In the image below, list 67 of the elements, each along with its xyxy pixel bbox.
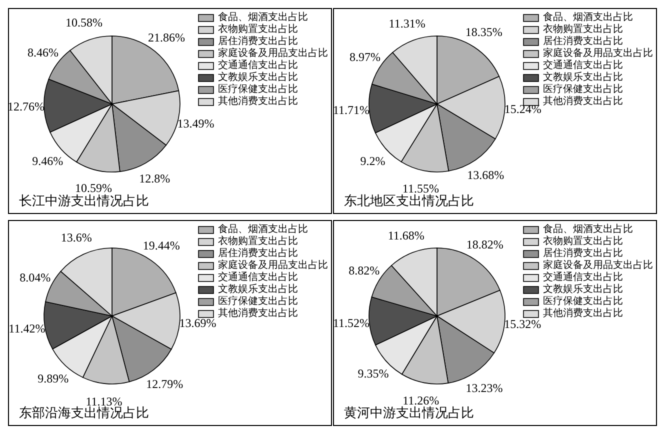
legend-label: 家庭设备及用品支出占比 (218, 260, 328, 272)
data-label: 18.35% (465, 24, 502, 39)
data-label: 10.58% (65, 16, 102, 30)
data-label: 12.79% (146, 377, 184, 392)
data-label: 9.2% (360, 154, 386, 168)
legend-label: 交通通信支出占比 (543, 60, 623, 72)
legend-label: 医疗保健支出占比 (218, 296, 298, 308)
data-label: 19.44% (142, 238, 180, 253)
legend-label: 衣物购置支出占比 (543, 24, 623, 36)
text: 东部沿海支出情况占比 (19, 406, 149, 422)
legend-label: 衣物购置支出占比 (218, 236, 298, 248)
legend-label: 医疗保健支出占比 (218, 84, 298, 96)
data-label: 15.32% (504, 316, 542, 331)
text: 黄河中游支出情况占比 (344, 405, 474, 422)
data-label: 13.69% (179, 316, 216, 330)
legend-label: 居住消费支出占比 (218, 248, 298, 260)
legend-label: 其他消费支出占比 (218, 96, 298, 108)
data-label: 9.46% (32, 154, 64, 168)
data-label: 11.31% (388, 16, 426, 30)
legend-label: 文教娱乐支出占比 (543, 284, 623, 296)
text: 东北地区支出情况占比 (344, 193, 474, 210)
legend-label: 其他消费支出占比 (543, 96, 623, 108)
data-label: 8.82% (348, 263, 380, 278)
data-label: 11.52% (332, 316, 370, 330)
legend-label: 文教娱乐支出占比 (218, 284, 298, 296)
legend-label: 家庭设备及用品支出占比 (543, 260, 653, 272)
legend-label: 家庭设备及用品支出占比 (218, 48, 328, 60)
data-label: 18.82% (466, 238, 504, 252)
data-label: 11.26% (402, 393, 440, 408)
legend-label: 衣物购置支出占比 (218, 24, 298, 36)
legend-label: 食品、烟酒支出占比 (218, 12, 308, 24)
data-label: 10.59% (75, 180, 112, 195)
data-label: 15.24% (504, 102, 542, 116)
legend-label: 医疗保健支出占比 (543, 84, 623, 96)
data-label: 8.04% (20, 270, 51, 285)
legend-label: 食品、烟酒支出占比 (218, 224, 308, 236)
legend-label: 居住消费支出占比 (218, 36, 298, 48)
data-label: 11.71% (332, 103, 370, 118)
data-label: 12.76% (8, 99, 45, 114)
legend-label: 居住消费支出占比 (543, 248, 623, 260)
data-label: 12.8% (139, 172, 170, 186)
legend-label: 衣物购置支出占比 (543, 236, 623, 248)
legend-label: 家庭设备及用品支出占比 (543, 48, 653, 60)
legend-label: 食品、烟酒支出占比 (543, 224, 633, 236)
data-label: 9.89% (38, 372, 69, 386)
legend-label: 交通通信支出占比 (218, 272, 298, 284)
data-label: 21.86% (148, 30, 186, 44)
legend-label: 交通通信支出占比 (218, 60, 298, 72)
data-label: 11.42% (8, 322, 46, 336)
data-label: 8.97% (349, 50, 380, 64)
data-label: 9.35% (358, 366, 389, 381)
legend-label: 居住消费支出占比 (543, 36, 623, 48)
data-label: 8.46% (28, 46, 59, 60)
legend-label: 其他消费支出占比 (543, 308, 623, 320)
data-label: 13.6% (60, 230, 92, 245)
data-label: 11.68% (388, 228, 424, 243)
data-label: 13.49% (177, 116, 214, 130)
data-label: 11.55% (402, 181, 439, 196)
legend-label: 交通通信支出占比 (543, 272, 623, 284)
legend-label: 食品、烟酒支出占比 (543, 12, 633, 24)
legend-label: 医疗保健支出占比 (543, 296, 623, 308)
data-label: 13.23% (466, 380, 503, 395)
legend-label: 其他消费支出占比 (218, 308, 298, 320)
legend-label: 文教娱乐支出占比 (543, 72, 623, 84)
text: 长江中游支出情况占比 (19, 193, 149, 210)
legend-label: 文教娱乐支出占比 (218, 72, 298, 84)
data-label: 13.68% (467, 168, 504, 182)
